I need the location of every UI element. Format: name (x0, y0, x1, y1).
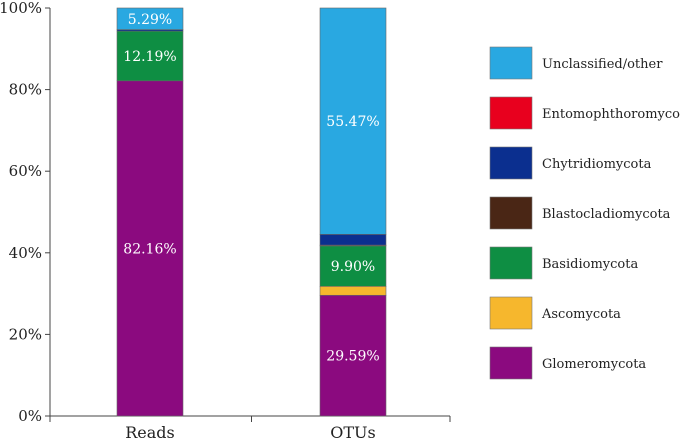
data-label-otus-basidiomycota: 9.90% (331, 259, 375, 275)
legend: Unclassified/other Entomophthoromycota Chy… (489, 46, 680, 380)
bar-reads-glomeromycota (116, 80, 184, 417)
legend-label-chytridiomycota: Chytridiomycota (542, 157, 652, 172)
data-label-reads-unclassified-other: 5.29% (128, 12, 172, 28)
bar-otus-glomeromycota (319, 294, 387, 417)
y-tick-label-0: 0% (18, 407, 42, 425)
data-label-reads-basidiomycota: 12.19% (123, 49, 176, 65)
data-label-otus-glomeromycota: 29.59% (326, 349, 379, 365)
y-tick-label-60: 60% (9, 162, 42, 180)
legend-label-unclassified-other: Unclassified/other (542, 57, 663, 72)
y-tick-label-20: 20% (9, 325, 42, 343)
legend-label-glomeromycota: Glomeromycota (542, 357, 646, 372)
data-label-otus-unclassified-other: 55.47% (326, 114, 379, 130)
x-label-otus: OTUs (330, 423, 375, 441)
legend-label-basidiomycota: Basidiomycota (542, 257, 638, 272)
legend-label-blastocladiomycota: Blastocladiomycota (542, 207, 671, 222)
y-tick-label-40: 40% (9, 244, 42, 262)
legend-swatch-entomophthoromycota (489, 96, 533, 130)
bar-reads-unclassified-other (116, 7, 184, 30)
bar-otus-chytridiomycota (319, 234, 387, 246)
bar-otus-basidiomycota (319, 245, 387, 287)
legend-swatch-blastocladiomycota (489, 196, 533, 230)
data-label-reads-glomeromycota: 82.16% (123, 241, 176, 257)
legend-label-entomophthoromycota: Entomophthoromycota (542, 107, 680, 122)
bar-otus-ascomycota (319, 285, 387, 296)
legend-swatch-chytridiomycota (489, 146, 533, 180)
y-tick-label-100: 100% (0, 0, 42, 17)
legend-swatch-ascomycota (489, 296, 533, 330)
x-label-reads: Reads (125, 423, 175, 441)
bars (116, 7, 387, 417)
bar-reads-basidiomycota (116, 30, 184, 82)
data-labels: 82.16% 12.19% 5.29% 29.59% 9.90% 55.47% (123, 12, 379, 365)
legend-label-ascomycota: Ascomycota (541, 307, 621, 322)
legend-swatch-unclassified-other (489, 46, 533, 80)
axes: 0% 20% 40% 60% 80% 100% Reads OTUs (0, 0, 451, 441)
y-tick-label-80: 80% (9, 81, 42, 99)
bar-otus-unclassified-other (319, 7, 387, 235)
legend-swatch-glomeromycota (489, 346, 533, 380)
legend-swatch-basidiomycota (489, 246, 533, 280)
